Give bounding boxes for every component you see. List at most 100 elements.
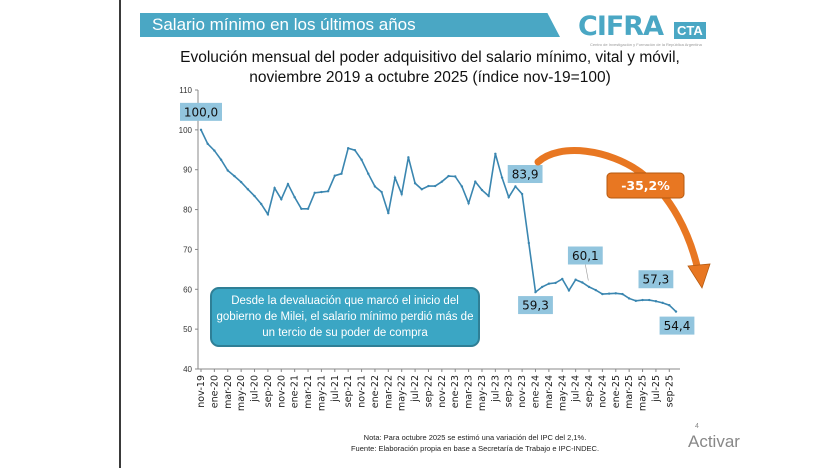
data-point bbox=[661, 301, 664, 305]
chart-title: Evolución mensual del poder adquisitivo … bbox=[100, 48, 760, 88]
data-point bbox=[353, 148, 357, 152]
data-point bbox=[400, 192, 403, 196]
x-tick-label: ene-24 bbox=[531, 375, 542, 408]
data-point bbox=[440, 180, 444, 183]
chart-title-line-2: noviembre 2019 a octubre 2025 (índice no… bbox=[249, 69, 611, 86]
x-tick-label: sep-24 bbox=[584, 375, 595, 407]
data-point bbox=[420, 188, 423, 191]
x-tick-label: may-20 bbox=[236, 375, 247, 411]
data-point bbox=[467, 201, 470, 205]
change-badge-text: -35,2% bbox=[621, 178, 670, 193]
data-point bbox=[668, 304, 671, 307]
data-point bbox=[333, 174, 336, 177]
data-label-box bbox=[638, 270, 674, 289]
data-point bbox=[494, 152, 497, 155]
x-tick-label: nov-23 bbox=[517, 375, 528, 408]
x-tick-label: jul-24 bbox=[571, 375, 582, 403]
arrow-head-icon bbox=[687, 263, 711, 289]
x-tick-label: mar-23 bbox=[464, 375, 475, 409]
chart-title-line-1: Evolución mensual del poder adquisitivo … bbox=[180, 49, 680, 66]
x-tick-label: mar-25 bbox=[624, 375, 635, 409]
data-label-box bbox=[180, 102, 222, 121]
data-point bbox=[246, 188, 250, 191]
x-tick-label: mar-20 bbox=[223, 375, 234, 409]
x-tick-label: sep-20 bbox=[263, 375, 274, 407]
data-point bbox=[260, 202, 263, 206]
data-point bbox=[627, 297, 631, 300]
x-tick-label: jul-21 bbox=[330, 375, 341, 403]
data-point bbox=[393, 176, 397, 179]
y-tick-label: 90 bbox=[183, 166, 192, 175]
data-point bbox=[239, 180, 243, 184]
data-point bbox=[253, 194, 256, 198]
data-point bbox=[286, 182, 290, 186]
data-point bbox=[547, 282, 551, 285]
x-tick-label: nov-19 bbox=[196, 375, 207, 408]
data-point bbox=[427, 184, 430, 188]
data-point bbox=[540, 285, 544, 289]
x-tick-label: ene-23 bbox=[450, 375, 461, 408]
data-label: 83,9 bbox=[512, 168, 539, 182]
data-label-box bbox=[518, 296, 553, 315]
x-tick-label: sep-22 bbox=[423, 375, 434, 407]
x-tick-label: ene-21 bbox=[290, 375, 301, 408]
data-point bbox=[380, 190, 383, 194]
data-point bbox=[213, 149, 216, 152]
data-point bbox=[581, 281, 584, 284]
x-tick-label: ene-22 bbox=[370, 375, 381, 408]
data-point bbox=[507, 196, 510, 199]
series-line bbox=[200, 129, 677, 313]
y-tick-label: 100 bbox=[179, 126, 193, 135]
x-tick-label: may-24 bbox=[557, 375, 568, 411]
data-point bbox=[527, 241, 531, 245]
data-point bbox=[367, 172, 370, 175]
data-label: 54,4 bbox=[664, 319, 691, 333]
data-point bbox=[654, 300, 658, 303]
data-point bbox=[313, 191, 316, 195]
y-tick-label: 110 bbox=[179, 86, 192, 95]
data-point bbox=[567, 289, 571, 292]
source-text: Fuente: Elaboración propia en base a Sec… bbox=[350, 444, 600, 453]
x-tick-label: nov-21 bbox=[357, 375, 368, 408]
data-label: 60,1 bbox=[572, 249, 599, 263]
x-tick-label: jul-20 bbox=[250, 375, 261, 403]
data-point bbox=[500, 176, 504, 179]
x-tick-label: mar-22 bbox=[383, 375, 394, 409]
logo-sub: CTA bbox=[674, 22, 706, 39]
y-tick-label: 40 bbox=[183, 365, 192, 374]
data-point bbox=[554, 281, 557, 285]
message-box: Desde la devaluación que marcó el inicio… bbox=[210, 287, 480, 347]
x-tick-label: mar-21 bbox=[303, 375, 314, 409]
data-label: 57,3 bbox=[643, 273, 670, 287]
x-tick-label: may-23 bbox=[477, 375, 488, 411]
data-point bbox=[648, 298, 651, 302]
data-point bbox=[407, 156, 410, 159]
x-tick-label: sep-23 bbox=[504, 375, 515, 407]
data-point bbox=[574, 278, 577, 281]
data-point bbox=[514, 185, 517, 188]
data-point bbox=[460, 185, 464, 188]
x-tick-label: ene-20 bbox=[209, 375, 220, 408]
x-tick-label: may-21 bbox=[316, 375, 327, 411]
note-text: Nota: Para octubre 2025 se estimó una va… bbox=[363, 433, 587, 442]
y-tick-label: 70 bbox=[183, 245, 192, 254]
x-tick-label: sep-25 bbox=[664, 375, 675, 407]
x-tick-label: may-25 bbox=[638, 375, 649, 411]
data-point bbox=[413, 182, 417, 185]
data-point bbox=[199, 128, 203, 132]
data-point bbox=[326, 190, 330, 193]
leader-line bbox=[585, 264, 589, 281]
data-label: 100,0 bbox=[184, 105, 218, 119]
chart-notes: Nota: Para octubre 2025 se estimó una va… bbox=[240, 432, 710, 454]
logo-tagline: Centro de Investigación y Formación de l… bbox=[590, 42, 702, 47]
page-number: 4 bbox=[695, 423, 699, 430]
data-point bbox=[607, 292, 611, 295]
data-point bbox=[306, 207, 310, 210]
watermark-text: Activar bbox=[688, 432, 740, 451]
data-point bbox=[433, 184, 437, 188]
data-label-box bbox=[507, 165, 543, 184]
data-point bbox=[534, 290, 537, 294]
data-point bbox=[674, 310, 678, 313]
data-point bbox=[320, 190, 323, 194]
data-point bbox=[454, 175, 457, 178]
